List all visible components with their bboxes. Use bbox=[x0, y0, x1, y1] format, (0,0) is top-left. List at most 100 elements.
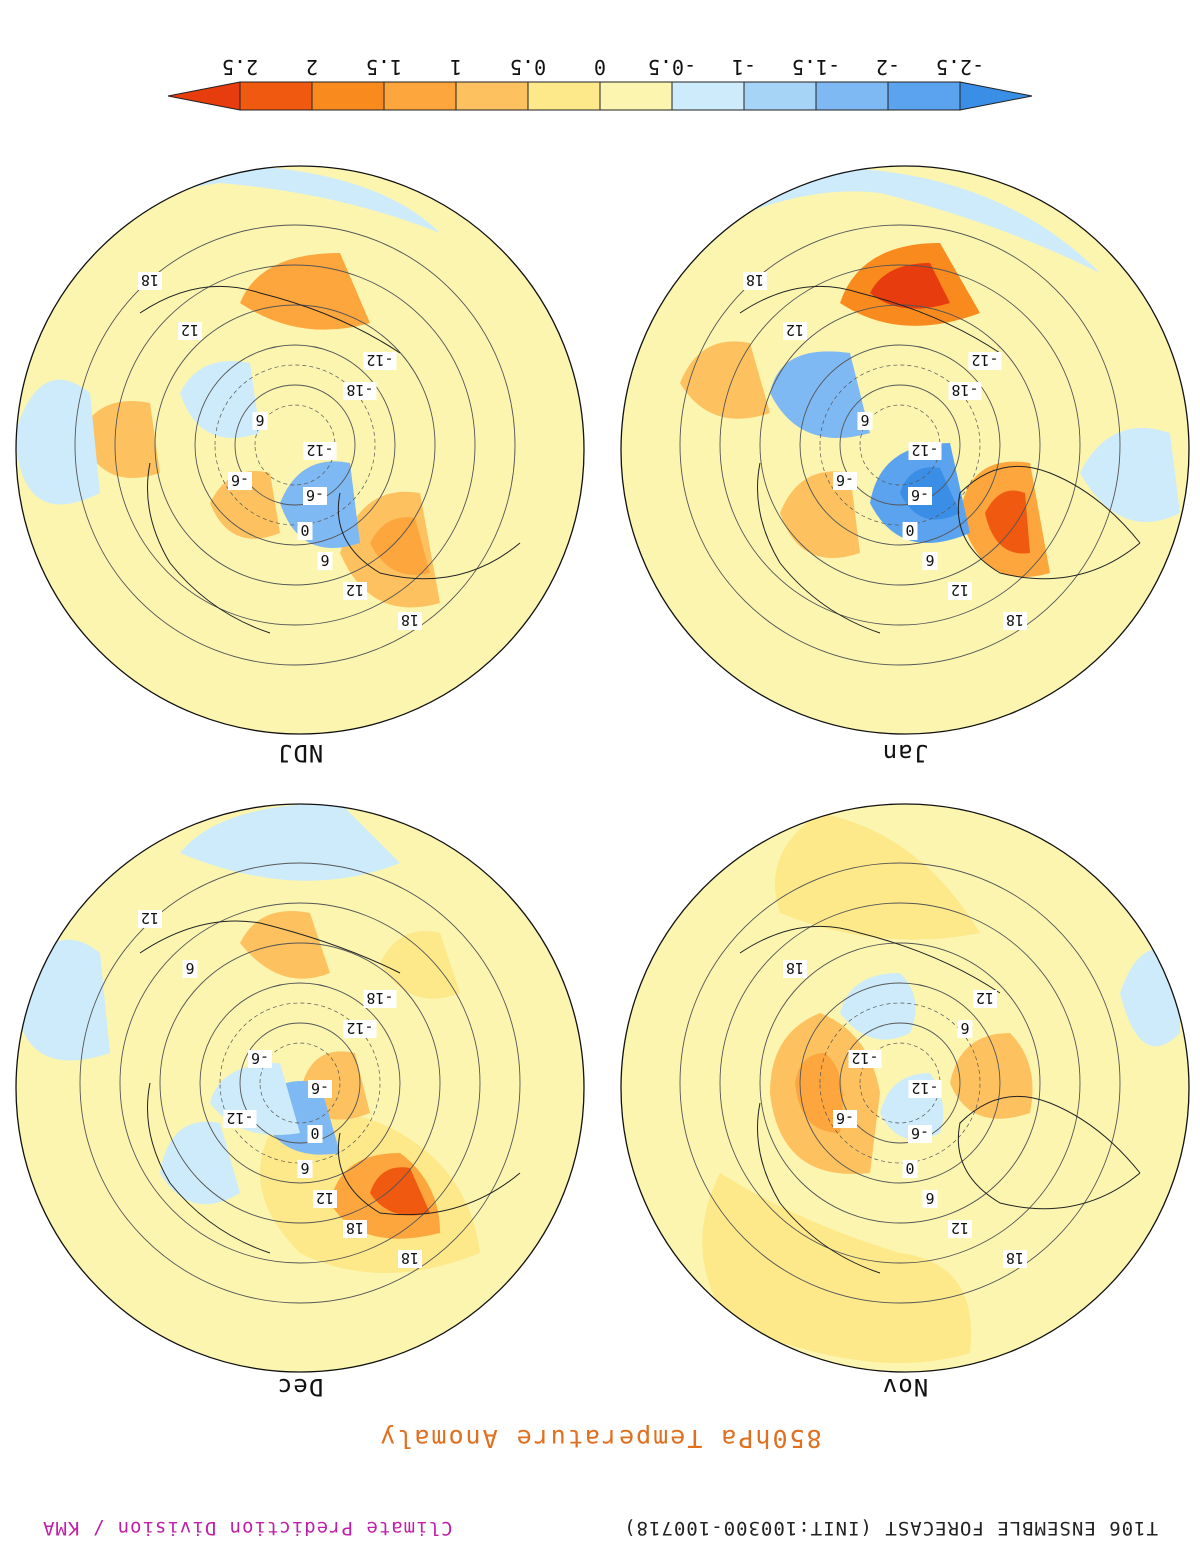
contour-label-box bbox=[833, 472, 857, 490]
contour-label: -12 bbox=[851, 1049, 878, 1067]
contour-line bbox=[859, 404, 941, 486]
contour-label: 18 bbox=[746, 271, 764, 289]
contour-line bbox=[839, 384, 961, 506]
map-outline bbox=[620, 803, 1190, 1373]
contour-label: 6 bbox=[960, 1019, 969, 1037]
contour-label: 12 bbox=[181, 321, 199, 339]
contour-line bbox=[259, 1042, 341, 1124]
contour-label: 12 bbox=[976, 989, 994, 1007]
contour-label: 12 bbox=[316, 1189, 334, 1207]
colorbar-swatch bbox=[527, 81, 601, 111]
colorbar-swatch bbox=[599, 81, 673, 111]
warm-anomaly bbox=[680, 341, 770, 419]
contour-label-box bbox=[307, 1125, 323, 1143]
contour-line bbox=[799, 982, 1001, 1184]
contour-label: -6 bbox=[251, 1049, 269, 1067]
contour-label: 18 bbox=[401, 611, 419, 629]
contour-line bbox=[219, 1002, 381, 1164]
cool-anomaly bbox=[16, 379, 100, 505]
contour-label-box bbox=[317, 552, 333, 570]
coastline bbox=[139, 920, 401, 974]
contour-label: 0 bbox=[905, 521, 914, 539]
contour-label: 0 bbox=[905, 1159, 914, 1177]
contour-label-box bbox=[908, 487, 932, 505]
contour-label-box bbox=[1003, 612, 1027, 630]
coastline bbox=[957, 1095, 1141, 1210]
contour-line bbox=[679, 862, 1121, 1304]
contour-label-box bbox=[783, 960, 807, 978]
contour-line bbox=[79, 862, 521, 1304]
contour-line bbox=[199, 982, 401, 1184]
warm-anomaly bbox=[702, 1173, 972, 1363]
contour-label-box bbox=[902, 522, 918, 540]
contour-label: -6 bbox=[836, 471, 854, 489]
contour-line bbox=[719, 902, 1081, 1264]
colorbar-tick-label: -0.5 bbox=[648, 55, 696, 79]
coastline bbox=[147, 1082, 271, 1254]
contour-label-box bbox=[398, 1250, 422, 1268]
coastline bbox=[957, 465, 1141, 580]
contour-line bbox=[819, 364, 981, 526]
colorbar-tick-label: 0 bbox=[594, 55, 606, 79]
contour-line bbox=[214, 364, 376, 526]
contour-label-box bbox=[343, 582, 367, 600]
contour-label: -6 bbox=[911, 1124, 929, 1142]
warm-anomaly bbox=[380, 931, 460, 999]
coastline bbox=[337, 492, 521, 580]
contour-line bbox=[154, 304, 436, 586]
contour-label: -6 bbox=[911, 486, 929, 504]
contour-label: 18 bbox=[346, 1219, 364, 1237]
contour-label: 0 bbox=[300, 521, 309, 539]
coastline bbox=[147, 462, 271, 634]
warm-anomaly bbox=[795, 1053, 843, 1133]
contour-label: 18 bbox=[786, 959, 804, 977]
contour-label-box bbox=[313, 1190, 337, 1208]
contour-line bbox=[114, 264, 476, 626]
contour-label: 6 bbox=[925, 551, 934, 569]
contour-line bbox=[74, 224, 516, 666]
contour-label: -6 bbox=[306, 486, 324, 504]
map-outline bbox=[620, 165, 1190, 735]
contour-line bbox=[119, 902, 481, 1264]
contour-label: -12 bbox=[306, 441, 333, 459]
cool-anomaly bbox=[180, 804, 400, 881]
warm-anomaly bbox=[240, 253, 370, 330]
colorbar-swatch bbox=[671, 81, 745, 111]
contour-label: -18 bbox=[951, 381, 978, 399]
colorbar-arrow-high bbox=[167, 81, 241, 111]
contour-label: 6 bbox=[925, 1189, 934, 1207]
contour-label-box bbox=[343, 1020, 377, 1038]
contour-label: 6 bbox=[255, 411, 264, 429]
contour-label-box bbox=[948, 582, 972, 600]
colorbar-swatch bbox=[455, 81, 529, 111]
contour-line bbox=[839, 1022, 961, 1144]
contour-label: -6 bbox=[836, 1109, 854, 1127]
contour-label-box bbox=[908, 1125, 932, 1143]
coastline bbox=[739, 925, 1001, 994]
contour-label-box bbox=[857, 412, 873, 430]
colorbar-tick-label: 1.5 bbox=[366, 55, 402, 79]
contour-line bbox=[819, 1002, 981, 1164]
contour-line bbox=[254, 404, 336, 486]
coastline bbox=[337, 1132, 521, 1216]
cool-anomaly bbox=[770, 351, 870, 438]
contour-label-box bbox=[363, 352, 397, 370]
contour-label-box bbox=[848, 1050, 882, 1068]
contour-label-box bbox=[957, 1020, 973, 1038]
map-outline bbox=[15, 165, 585, 735]
contour-label-box bbox=[968, 352, 1002, 370]
contour-label-box bbox=[138, 910, 162, 928]
contour-label-box bbox=[182, 960, 198, 978]
colorbar-swatch bbox=[239, 81, 313, 111]
contour-label: -18 bbox=[346, 381, 373, 399]
contour-label: 6 bbox=[860, 411, 869, 429]
contour-label-box bbox=[398, 612, 422, 630]
contour-label: -12 bbox=[911, 1079, 938, 1097]
coastline bbox=[757, 1102, 881, 1274]
